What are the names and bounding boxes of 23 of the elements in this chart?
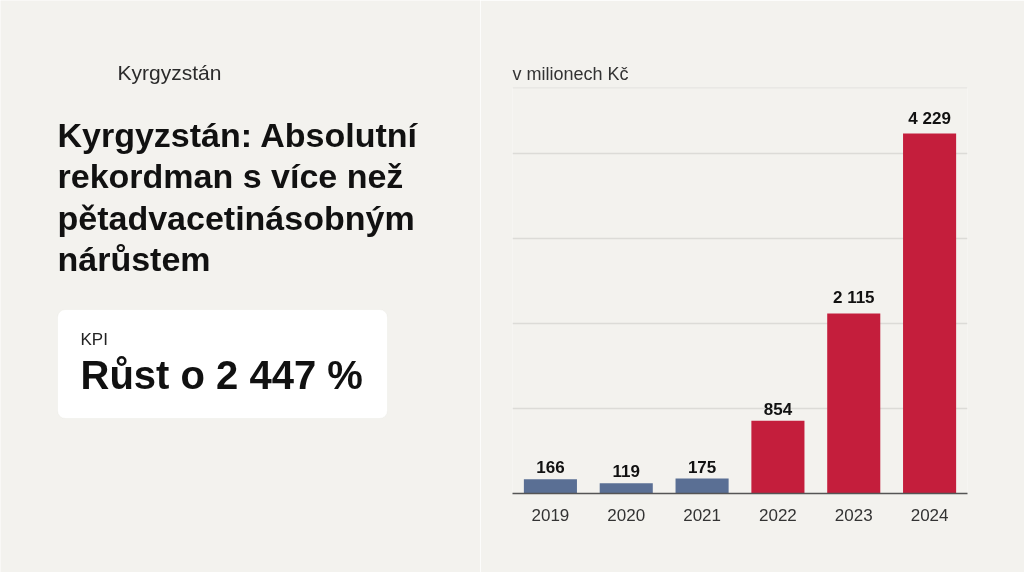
text: Růst o 2 447 % <box>80 352 363 397</box>
data-label: 854 <box>763 399 793 419</box>
text: Kyrgyzstán <box>117 61 222 84</box>
x-tick-label: 2019 <box>531 505 570 525</box>
data-label: 4 229 <box>908 108 951 128</box>
x-tick-label: 2022 <box>759 505 797 525</box>
data-label: 175 <box>687 457 717 477</box>
x-tick-label: 2020 <box>607 505 646 525</box>
bar <box>903 133 957 494</box>
bar <box>675 478 729 494</box>
x-tick-label: 2023 <box>834 505 873 525</box>
x-tick-label: 2021 <box>683 505 721 525</box>
text: KPI <box>80 330 108 349</box>
data-label: 119 <box>612 462 640 482</box>
y-axis-title: v milionech Kč <box>512 63 629 84</box>
bar <box>827 313 881 494</box>
text: Kyrgyzstán: Absolutní rekordman s více než pětadvacetinásobným nárůstem <box>57 115 419 278</box>
data-label: 2 115 <box>832 288 875 308</box>
data-label: 166 <box>536 458 565 478</box>
bar <box>751 420 805 494</box>
bar <box>599 483 653 494</box>
bar <box>523 479 577 494</box>
x-tick-label: 2024 <box>910 505 949 525</box>
